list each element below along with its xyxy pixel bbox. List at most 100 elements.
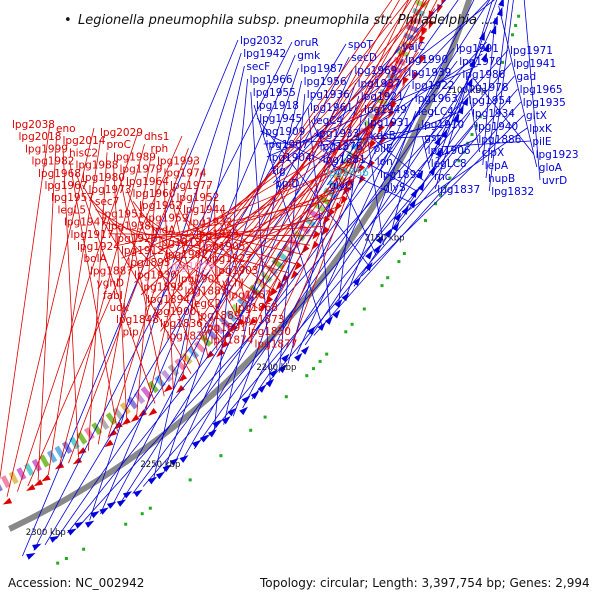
gene-label-lpg2029: lpg2029 bbox=[100, 127, 143, 139]
label-leader-lines bbox=[0, 0, 541, 557]
feature-block-24 bbox=[167, 364, 180, 377]
leader-line-lpg1873 bbox=[279, 0, 430, 320]
leader-line-tig bbox=[269, 0, 495, 171]
reverse-gene-arrow-75 bbox=[437, 3, 443, 14]
gene-label-lpg1907: lpg1907 bbox=[266, 139, 309, 151]
reverse-gene-arrow-42 bbox=[294, 261, 303, 271]
feature-block-28 bbox=[193, 340, 206, 353]
reverse-gene-arrow-46 bbox=[312, 230, 321, 240]
reverse-gene-arrow-59 bbox=[379, 135, 387, 145]
reverse-gene-arrow-34 bbox=[248, 317, 257, 327]
position-labels: 2300 kbp 2250 kbp 2200 kbp 2150 kbp 2100 kbp… bbox=[26, 86, 487, 538]
gene-label-lpg1929: lpg1929 bbox=[172, 261, 215, 273]
feature-dot-65 bbox=[474, 124, 478, 128]
leader-line-glyS bbox=[380, 0, 475, 188]
feature-block-0 bbox=[0, 479, 3, 493]
forward-gene-arrow-19 bbox=[179, 455, 189, 463]
gene-label-lpg1970: lpg1970 bbox=[459, 56, 502, 68]
leader-line-dhs1 bbox=[27, 135, 183, 487]
leader-line-lpg1970 bbox=[132, 60, 458, 494]
gene-label-lpg1903: lpg1903 bbox=[216, 265, 259, 277]
reverse-gene-arrow-4 bbox=[33, 479, 44, 487]
gene-label-lpxK: lpxK bbox=[529, 123, 553, 135]
gene-label-lpg1930: lpg1930 bbox=[134, 269, 177, 281]
reverse-gene-arrow-10 bbox=[77, 447, 87, 455]
leader-line-lpg1940 bbox=[397, 125, 474, 225]
gene-label-glyS: glyS bbox=[383, 182, 406, 194]
forward-gene-arrow-3 bbox=[49, 535, 59, 543]
leader-line-lpg1930 bbox=[171, 105, 396, 275]
feature-dot-59 bbox=[448, 176, 452, 180]
title-bullet: • bbox=[64, 13, 72, 28]
forward-gene-arrow-34 bbox=[281, 353, 290, 363]
reverse-gene-arrow-16 bbox=[121, 417, 131, 426]
gene-label-lpg1961: lpg1961 bbox=[310, 102, 353, 114]
leader-line-yajC bbox=[56, 45, 401, 540]
feature-dot-76 bbox=[514, 24, 518, 27]
reverse-gene-arrow-38 bbox=[269, 287, 278, 297]
gene-label-lpg1945: lpg1945 bbox=[259, 113, 302, 125]
leader-line-lpg1971 bbox=[78, 49, 509, 527]
gene-label-lpg1881: lpg1881 bbox=[323, 154, 366, 166]
gene-label-legC2: legC2 bbox=[191, 298, 221, 310]
forward-gene-arrow-22 bbox=[199, 434, 209, 443]
gene-label-lpg1962: lpg1962 bbox=[139, 200, 182, 212]
forward-gene-arrow-32 bbox=[269, 368, 278, 378]
leader-line-lpg1951 bbox=[139, 213, 266, 300]
forward-gene-arrow-62 bbox=[434, 136, 441, 146]
leader-line-lpg1923 bbox=[472, 77, 534, 155]
leader-line-lpg1999 bbox=[62, 148, 79, 458]
gene-label-lpg1968: lpg1968 bbox=[38, 168, 81, 180]
feature-dot-56 bbox=[434, 202, 437, 206]
leader-line-lpg1895 bbox=[165, 146, 374, 263]
leader-line-hupB bbox=[485, 0, 509, 179]
gene-label-lpg1971: lpg1971 bbox=[510, 45, 553, 57]
gene-label-dhs1: dhs1 bbox=[144, 131, 169, 143]
feature-dot-34 bbox=[305, 374, 309, 378]
gene-label-lpg1936: lpg1936 bbox=[307, 89, 350, 101]
forward-gene-arrow-67 bbox=[462, 96, 469, 106]
leader-line-lpg1933 bbox=[314, 132, 418, 192]
reverse-gene-arrow-9 bbox=[72, 457, 83, 465]
feature-block-16 bbox=[112, 407, 124, 420]
feature-dot-36 bbox=[318, 359, 322, 363]
gene-label-tig: tig bbox=[272, 165, 286, 177]
reverse-gene-arrow-37 bbox=[264, 295, 274, 305]
gene-label-eno: eno bbox=[56, 123, 76, 135]
forward-gene-arrow-61 bbox=[435, 147, 443, 158]
gene-label-lpg1949: lpg1949 bbox=[364, 104, 407, 116]
forward-gene-arrow-41 bbox=[332, 309, 341, 319]
gene-label-lpg1959: lpg1959 bbox=[146, 212, 189, 224]
leader-line-lpg1894 bbox=[184, 19, 432, 300]
gene-label-lpg1836: lpg1836 bbox=[160, 318, 203, 330]
reverse-gene-arrow-13 bbox=[104, 439, 114, 448]
leader-line-lpg1927 bbox=[246, 167, 363, 259]
feature-block-23 bbox=[161, 369, 173, 383]
feature-dot-61 bbox=[457, 159, 461, 163]
forward-gene-arrow-26 bbox=[227, 408, 237, 417]
leader-line-lpg1900 bbox=[191, 0, 428, 312]
feature-dot-40 bbox=[344, 330, 348, 334]
leader-line-lpg1974 bbox=[145, 172, 202, 411]
gene-label-bolA: bolA bbox=[84, 253, 108, 265]
leader-line-sec7 bbox=[132, 200, 234, 334]
gene-label-lpg1924: lpg1924 bbox=[77, 241, 120, 253]
leader-line-glyQ bbox=[326, 0, 459, 186]
feature-dot-26 bbox=[249, 428, 253, 432]
reverse-gene-arrow-14 bbox=[108, 429, 118, 437]
leader-line-lpg1990 bbox=[121, 58, 404, 501]
gene-label-indA: indA bbox=[152, 225, 176, 237]
forward-gene-arrow-59 bbox=[428, 165, 436, 176]
reverse-gene-arrow-41 bbox=[290, 270, 299, 280]
gene-label-gltX: gltX bbox=[526, 110, 547, 122]
gene-label-lpg1925: lpg1925 bbox=[196, 229, 239, 241]
gene-label-lpg1873: lpg1873 bbox=[242, 314, 285, 326]
gene-label-rnc: rnc bbox=[434, 171, 451, 183]
forward-gene-arrow-9 bbox=[99, 507, 109, 515]
gene-label-udk: udk bbox=[110, 302, 130, 314]
forward-gene-arrow-72 bbox=[481, 52, 488, 62]
gene-label-lpg1988: lpg1988 bbox=[76, 160, 119, 172]
gene-label-lpg1895: lpg1895 bbox=[128, 257, 171, 269]
leader-line-lpg1867 bbox=[266, 41, 424, 295]
